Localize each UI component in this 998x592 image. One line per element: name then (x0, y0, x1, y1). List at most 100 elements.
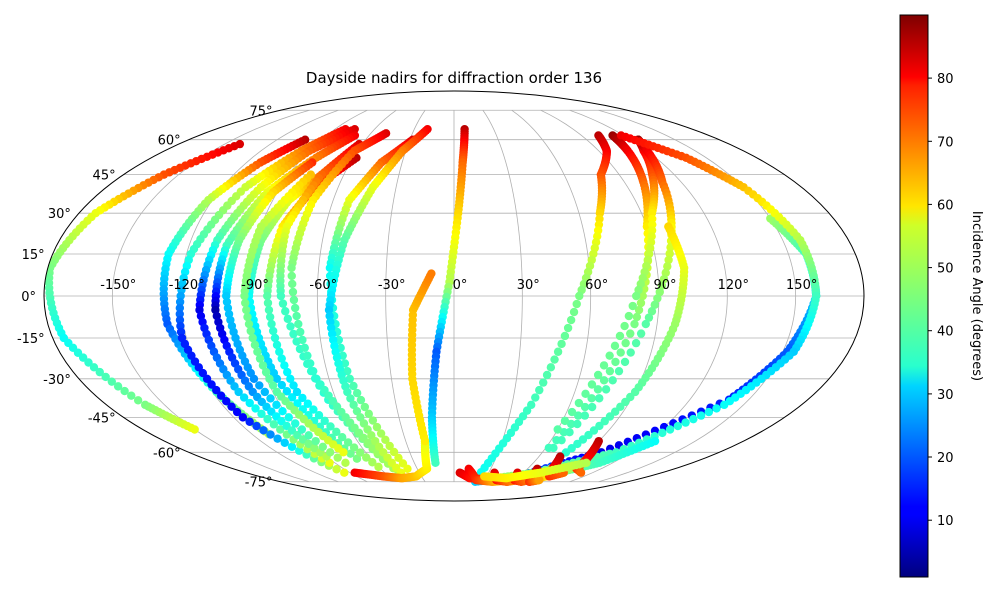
scatter-point (340, 468, 349, 477)
scatter-point (253, 347, 262, 356)
scatter-point (303, 351, 312, 360)
scatter-point (84, 358, 93, 367)
scatter-point (574, 411, 583, 420)
scatter-point (550, 355, 559, 364)
scatter-point (222, 397, 231, 406)
scatter-point (176, 291, 185, 301)
scatter-point (292, 387, 302, 397)
x-tick-label: -120° (169, 278, 205, 293)
scatter-point (620, 321, 629, 331)
scatter-point (352, 388, 362, 398)
scatter-point (272, 340, 282, 350)
scatter-point (240, 291, 249, 301)
scatter-point (267, 319, 276, 329)
scatter-point (653, 294, 662, 303)
scatter-point (553, 425, 562, 434)
scatter-point (283, 314, 292, 324)
scatter-point (355, 448, 365, 457)
scatter-point (599, 361, 609, 370)
scatter-point (372, 422, 382, 432)
scatter-point (573, 419, 582, 429)
scatter-point (258, 361, 268, 370)
colorbar-tick-label: 10 (937, 514, 954, 529)
scatter-point (605, 366, 615, 376)
scatter-point (333, 453, 342, 462)
scatter-point (287, 442, 297, 451)
y-tick-label: 0° (21, 290, 36, 305)
scatter-point (314, 411, 324, 420)
scatter-point (288, 287, 298, 297)
scatter-point (346, 449, 355, 458)
scatter-point (269, 420, 279, 429)
scatter-point (631, 338, 641, 348)
scatter-point (374, 462, 383, 472)
scatter-point (712, 404, 721, 413)
scatter-point (289, 381, 298, 390)
scatter-point (620, 357, 630, 367)
scatter-point (657, 281, 667, 290)
scatter-point (207, 380, 216, 389)
scatter-point (290, 303, 300, 313)
x-tick-label: 60° (585, 278, 608, 293)
scatter-point (535, 385, 544, 395)
scatter-point (265, 312, 275, 322)
scatter-point (539, 378, 548, 387)
scatter-point (595, 394, 604, 403)
scatter-point (381, 435, 390, 445)
scatter-point (343, 387, 352, 397)
y-tick-label: 30° (48, 207, 71, 222)
scatter-point (242, 305, 251, 315)
scatter-point (261, 367, 271, 377)
x-tick-label: 0° (453, 278, 468, 293)
scatter-point (287, 263, 296, 273)
scatter-point (362, 453, 371, 462)
colorbar-tick-label: 60 (937, 198, 954, 213)
colorbar-tick-label: 20 (937, 451, 954, 466)
scatter-point (268, 381, 278, 390)
scatter-point (266, 430, 275, 439)
scatter-point (535, 475, 544, 485)
scatter-point (696, 411, 706, 420)
scatter-point (297, 425, 307, 434)
scatter-point (245, 417, 254, 426)
scatter-point (599, 376, 609, 385)
scatter-point (263, 298, 273, 308)
scatter-point (249, 374, 259, 384)
scatter-point (298, 393, 307, 403)
scatter-point (349, 443, 359, 452)
scatter-point (632, 291, 641, 301)
scatter-point (644, 313, 654, 322)
scatter-point (560, 416, 570, 426)
scatter-point (574, 398, 584, 408)
scatter-point (720, 400, 729, 410)
scatter-point (291, 419, 300, 428)
colorbar-tick-label: 40 (937, 325, 954, 340)
scatter-point (202, 374, 212, 384)
scatter-point (244, 319, 254, 329)
scatter-point (286, 374, 295, 384)
scatter-point (287, 393, 297, 402)
scatter-point (349, 400, 358, 410)
scatter-point (385, 441, 394, 451)
scatter-point (332, 465, 341, 474)
scatter-point (278, 406, 287, 416)
scatter-point (665, 425, 675, 434)
scatter-point (272, 374, 282, 384)
scatter-point (300, 343, 309, 353)
scatter-point (403, 464, 412, 474)
scatter-point (292, 311, 301, 321)
scatter-point (593, 370, 603, 380)
y-tick-label: -60° (153, 446, 181, 461)
scatter-point (360, 402, 370, 412)
scatter-point (277, 354, 286, 363)
scatter-point (557, 339, 566, 349)
scatter-point (659, 274, 669, 284)
scatter-point (252, 421, 261, 431)
scatter-point (298, 335, 307, 345)
x-tick-label: 30° (517, 278, 540, 293)
scatter-point (587, 394, 596, 403)
scatter-point (107, 377, 117, 386)
scatter-point (250, 340, 260, 350)
scatter-point (626, 348, 635, 357)
y-tick-label: 15° (22, 248, 45, 263)
